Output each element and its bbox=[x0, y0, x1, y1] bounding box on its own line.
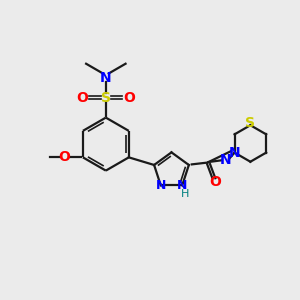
Text: O: O bbox=[124, 91, 136, 105]
Text: H: H bbox=[180, 189, 189, 199]
Text: N: N bbox=[229, 146, 240, 160]
Text: N: N bbox=[100, 70, 112, 85]
Text: S: S bbox=[245, 116, 255, 130]
Text: N: N bbox=[177, 179, 188, 193]
Text: N: N bbox=[156, 179, 166, 193]
Text: O: O bbox=[76, 91, 88, 105]
Text: N: N bbox=[220, 153, 231, 167]
Text: S: S bbox=[101, 91, 111, 105]
Text: O: O bbox=[209, 175, 221, 189]
Text: O: O bbox=[58, 150, 70, 164]
